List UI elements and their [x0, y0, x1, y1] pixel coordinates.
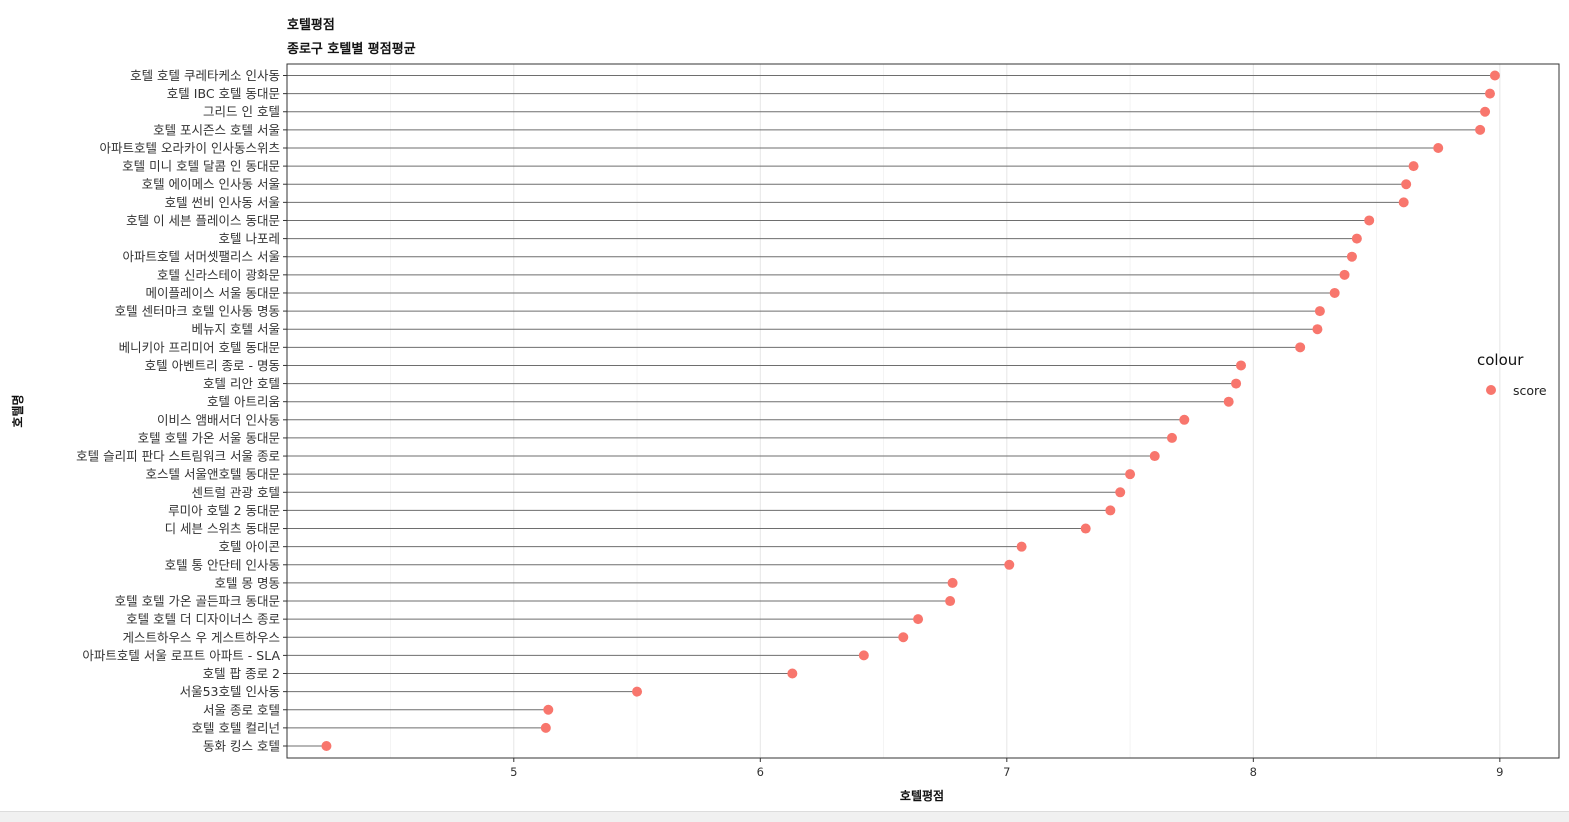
legend-key-score	[1486, 385, 1496, 395]
y-tick-label: 호텔 썬비 인사동 서울	[165, 195, 280, 210]
y-tick-label: 호텔 포시즌스 호텔 서울	[153, 122, 280, 137]
y-tick-label: 호텔 호텔 쿠레타케소 인사동	[130, 68, 280, 83]
data-point	[1080, 523, 1091, 534]
legend-label-score: score	[1513, 383, 1547, 398]
data-point	[1339, 269, 1350, 280]
data-point	[1329, 287, 1340, 298]
data-point	[1004, 559, 1015, 570]
data-point	[1231, 378, 1242, 389]
y-tick-label: 메이플레이스 서울 동대문	[146, 285, 280, 300]
data-point	[1166, 432, 1177, 443]
y-tick-label: 호텔 아이콘	[219, 539, 280, 554]
data-point	[1115, 487, 1126, 498]
data-point	[945, 596, 956, 607]
x-tick-label: 9	[1496, 765, 1503, 779]
y-tick-label: 호텔 호텔 가온 골든파크 동대문	[115, 594, 280, 609]
data-point	[1125, 469, 1136, 480]
y-tick-label: 베니키아 프리미어 호텔 동대문	[119, 340, 280, 355]
y-tick-label: 호텔 이 세븐 플레이스 동대문	[126, 213, 280, 228]
y-tick-label: 동화 킹스 호텔	[203, 739, 280, 754]
data-point	[858, 650, 869, 661]
y-tick-label: 호텔 아벤트리 종로 - 명동	[145, 358, 280, 373]
data-point	[1016, 541, 1027, 552]
y-tick-label: 그리드 인 호텔	[203, 104, 280, 119]
plot-panel-border	[286, 63, 1560, 759]
data-point	[1105, 505, 1116, 516]
data-point	[913, 614, 924, 625]
data-point	[1398, 197, 1409, 208]
y-axis-label: 호텔명	[11, 394, 25, 427]
data-point	[1346, 251, 1357, 262]
y-tick-label: 호텔 센터마크 호텔 인사동 명동	[115, 304, 280, 319]
y-tick-label: 호텔 슬리피 판다 스트림워크 서울 종로	[76, 449, 280, 464]
y-tick-label: 아파트호텔 오라카이 인사동스위츠	[100, 140, 280, 155]
data-point	[321, 741, 332, 751]
data-point	[1475, 124, 1486, 135]
y-tick-label: 호텔 통 안단테 인사동	[165, 557, 280, 572]
y-tick-label: 서울 종로 호텔	[203, 702, 280, 717]
y-tick-label: 디 세븐 스위츠 동대문	[165, 521, 280, 536]
data-point	[1179, 414, 1190, 425]
lollipop-points	[321, 70, 1500, 751]
data-point	[1480, 106, 1491, 117]
x-axis-tick-labels: 5 6 7 8 9	[510, 758, 1504, 779]
legend-title: colour	[1477, 351, 1524, 369]
x-axis-label: 호텔평점	[900, 788, 944, 803]
y-tick-label: 호텔 신라스테이 광화문	[157, 267, 280, 282]
y-tick-label: 호텔 IBC 호텔 동대문	[167, 86, 280, 101]
data-point	[1295, 342, 1306, 353]
chart-title: 호텔평점	[287, 17, 335, 33]
data-point	[1401, 179, 1412, 190]
data-point	[1351, 233, 1362, 244]
y-tick-label: 호텔 호텔 가온 서울 동대문	[138, 430, 280, 445]
legend: colour score	[1477, 351, 1547, 398]
y-tick-label: 호텔 팝 종로 2	[203, 666, 280, 681]
data-point	[898, 632, 909, 643]
chart-subtitle: 종로구 호텔별 평점평균	[287, 41, 416, 57]
y-tick-label: 호텔 리안 호텔	[203, 376, 280, 391]
y-tick-label: 센트럴 관광 호텔	[192, 485, 280, 500]
data-point	[1408, 161, 1419, 172]
data-point	[1484, 88, 1495, 99]
y-tick-label: 호텔 나포레	[219, 231, 280, 246]
data-point	[1433, 142, 1444, 153]
data-point	[1314, 306, 1325, 317]
grid-lines	[390, 64, 1501, 758]
x-tick-label: 8	[1250, 765, 1257, 779]
data-point	[1223, 396, 1234, 407]
data-point	[787, 668, 798, 679]
y-tick-label: 호텔 몽 명동	[215, 575, 280, 590]
y-tick-label: 아파트호텔 서머셋팰리스 서울	[123, 249, 280, 264]
data-point	[1236, 360, 1246, 371]
y-tick-label: 이비스 앰배서더 인사동	[157, 412, 280, 427]
y-tick-label: 베뉴지 호텔 서울	[192, 322, 280, 337]
y-tick-label: 호스텔 서울앤호텔 동대문	[146, 467, 280, 482]
data-point	[543, 704, 554, 715]
data-point	[1489, 70, 1500, 81]
y-tick-label: 호텔 호텔 컬리넌	[192, 720, 280, 735]
y-tick-label: 서울53호텔 인사동	[180, 684, 280, 699]
y-tick-label: 호텔 아트리움	[207, 394, 280, 409]
y-tick-label: 게스트하우스 우 게스트하우스	[123, 630, 280, 645]
y-tick-label: 호텔 미니 호텔 달콤 인 동대문	[122, 159, 280, 174]
x-tick-label: 7	[1003, 765, 1010, 779]
data-point	[947, 577, 958, 588]
x-tick-label: 6	[757, 765, 764, 779]
data-point	[1312, 324, 1323, 335]
lollipop-segments	[287, 75, 1495, 747]
data-point	[632, 686, 643, 697]
y-tick-label: 루미아 호텔 2 동대문	[168, 503, 280, 518]
y-tick-label: 호텔 에이메스 인사동 서울	[142, 177, 280, 192]
y-tick-label: 아파트호텔 서울 로프트 아파트 - SLA	[82, 648, 280, 663]
window-bottom-strip	[0, 811, 1569, 822]
y-tick-label: 호텔 호텔 더 디자이너스 종로	[126, 612, 280, 627]
x-tick-label: 5	[510, 765, 517, 779]
data-point	[1149, 451, 1160, 462]
data-point	[1364, 215, 1375, 226]
data-point	[540, 722, 551, 733]
